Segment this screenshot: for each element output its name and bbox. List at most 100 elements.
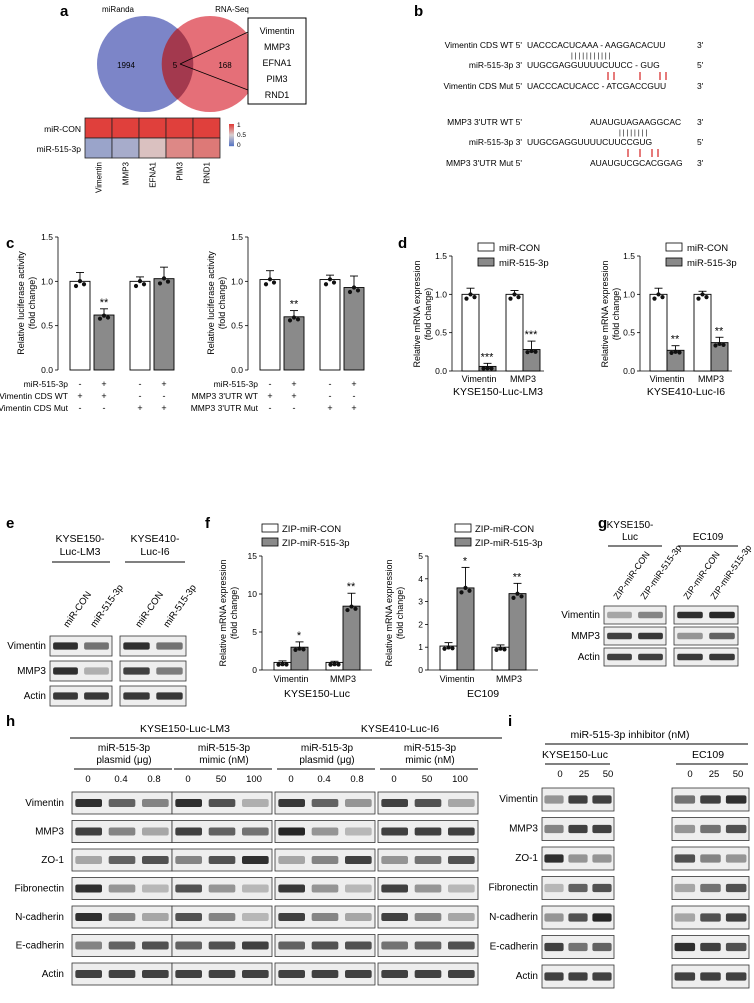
blot-band [156, 692, 183, 700]
blot-band [208, 970, 236, 978]
gene-list-box [247, 17, 307, 105]
scale-strip [229, 129, 234, 131]
blot-frame [673, 626, 739, 646]
blot-band [568, 913, 588, 922]
x-tick-label: MMP3 [510, 374, 536, 384]
legend-label: ZIP-miR-CON [475, 524, 534, 535]
vim-mut-seq: UACCCACUCACC - ATCGACCGUU [527, 81, 666, 91]
scale-strip [229, 132, 234, 134]
blot-band [278, 827, 305, 836]
condition-sign: - [269, 379, 272, 389]
blot-band [414, 884, 442, 893]
panel-letter-c: c [6, 235, 14, 252]
blot-band [725, 942, 747, 952]
blot-band [381, 884, 408, 893]
condition-sign: - [79, 379, 82, 389]
bar [505, 293, 524, 372]
heatmap-cell [84, 137, 113, 159]
dose-label: 0 [85, 774, 90, 785]
condition-label: Vimentin CDS WT [0, 391, 68, 401]
data-point [105, 315, 111, 320]
blot-band [108, 970, 136, 978]
blot-band [607, 611, 632, 619]
blot-frame [119, 660, 187, 682]
y-tick-label: 1.0 [435, 289, 447, 299]
blot-band [108, 941, 136, 950]
panel-letter-g: g [598, 515, 607, 532]
x-tick-label: Vimentin [274, 674, 309, 684]
blot-band [544, 913, 564, 922]
panel-d: d Relative mRNA expression (fold change)0… [398, 235, 737, 398]
y-tick-label: 5 [418, 551, 423, 561]
data-point [459, 590, 464, 595]
data-point [331, 280, 337, 285]
blot-row-label: MMP3 [17, 666, 46, 677]
dose-label: 0 [185, 774, 190, 785]
significance-mark: * [463, 555, 468, 567]
heatmap-scale: 10.50 [229, 122, 246, 149]
mmp-mir-label: miR-515-3p 3' [469, 137, 522, 147]
blot-band [674, 854, 696, 863]
panel-letter-b: b [414, 3, 423, 20]
blot-band [592, 824, 612, 834]
blot-band [345, 970, 372, 978]
condition-label: MMP3 3'UTR WT [192, 391, 258, 401]
blot-band [607, 653, 632, 661]
legend-label: miR-CON [687, 243, 728, 254]
chart-f-right: Relative mRNA expression (fold change) 0 1 2… [384, 523, 543, 700]
significance-mark: *** [481, 351, 495, 363]
significance-mark: * [297, 630, 302, 642]
lane-label: miR-515-3p [161, 583, 198, 630]
condition-label: miR-515-3p [214, 379, 259, 389]
blot-band [123, 667, 150, 675]
blot-band [638, 632, 663, 640]
venn-overlap [161, 28, 194, 100]
blot-band [414, 941, 442, 950]
blot-band [725, 883, 747, 893]
y-tick-label: 0 [418, 665, 423, 675]
scale-strip [229, 131, 234, 133]
scale-strip [229, 130, 234, 132]
blot-band [568, 942, 588, 952]
blot-band [75, 913, 102, 921]
condition-sign: + [351, 379, 356, 389]
blot-band [142, 941, 169, 950]
legend-swatch [665, 242, 683, 252]
blot-band [607, 632, 632, 640]
blot-band [142, 884, 169, 893]
data-point [165, 279, 171, 284]
heatmap-cell [111, 117, 140, 139]
data-point [295, 317, 301, 322]
blot-band [75, 856, 102, 864]
blot-band [414, 799, 442, 807]
data-point [293, 647, 298, 652]
blot-band [448, 827, 475, 836]
blot-band [242, 884, 269, 893]
y-axis-label: Relative mRNA expression [384, 559, 394, 666]
y-tick-label: 1.5 [41, 232, 53, 242]
blot-band [75, 970, 102, 978]
condition-sign: + [327, 403, 332, 413]
data-point [494, 647, 499, 652]
blot-row-label: Fibronectin [15, 884, 64, 895]
vim-mir-label: miR-515-3p 3' [469, 60, 522, 70]
data-point [472, 295, 477, 300]
blot-band [142, 799, 169, 807]
scale-strip [229, 142, 234, 144]
data-point [291, 315, 297, 320]
blot-band [381, 856, 408, 864]
x-tick-label: MMP3 [330, 674, 356, 684]
cell-line-label: KYSE410-Luc-I6 [361, 723, 439, 735]
data-point [280, 662, 285, 667]
blot-band [311, 913, 339, 921]
mmp-mutation-marks [627, 149, 659, 157]
blot-band [592, 854, 612, 863]
data-point [721, 342, 726, 348]
blot-band [544, 795, 564, 804]
data-point [349, 604, 354, 609]
blot-band [725, 972, 747, 981]
cell-line-label: KYSE150-Luc [542, 749, 608, 761]
blot-frame [673, 605, 739, 625]
data-point [77, 279, 83, 284]
x-tick-label: MMP3 [496, 674, 522, 684]
